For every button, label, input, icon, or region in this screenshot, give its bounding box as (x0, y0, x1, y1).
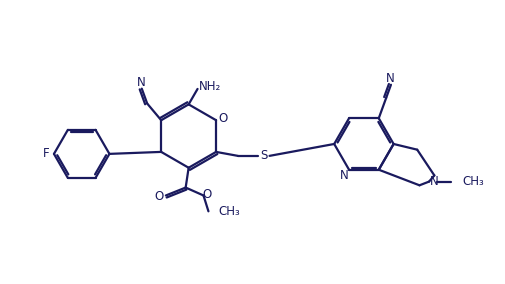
Text: O: O (154, 190, 163, 203)
Text: N: N (429, 175, 437, 188)
Text: NH₂: NH₂ (199, 80, 221, 93)
Text: N: N (339, 169, 348, 182)
Text: O: O (203, 188, 212, 201)
Text: N: N (385, 72, 393, 85)
Text: N: N (136, 76, 145, 89)
Text: F: F (42, 147, 49, 160)
Text: O: O (218, 112, 227, 125)
Text: CH₃: CH₃ (218, 205, 239, 218)
Text: S: S (260, 149, 267, 162)
Text: CH₃: CH₃ (462, 175, 483, 188)
